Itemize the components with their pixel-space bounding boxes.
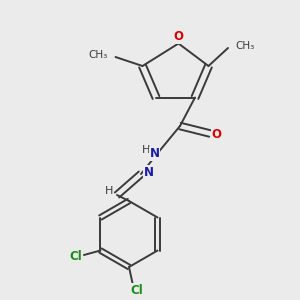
Text: H: H [142,145,151,155]
Text: N: N [143,166,154,179]
Text: H: H [105,185,114,196]
Text: CH₃: CH₃ [236,40,255,51]
Text: N: N [149,147,160,161]
Text: O: O [212,128,222,141]
Text: O: O [173,30,184,44]
Text: Cl: Cl [131,284,143,297]
Text: Cl: Cl [69,250,82,263]
Text: CH₃: CH₃ [89,50,108,60]
